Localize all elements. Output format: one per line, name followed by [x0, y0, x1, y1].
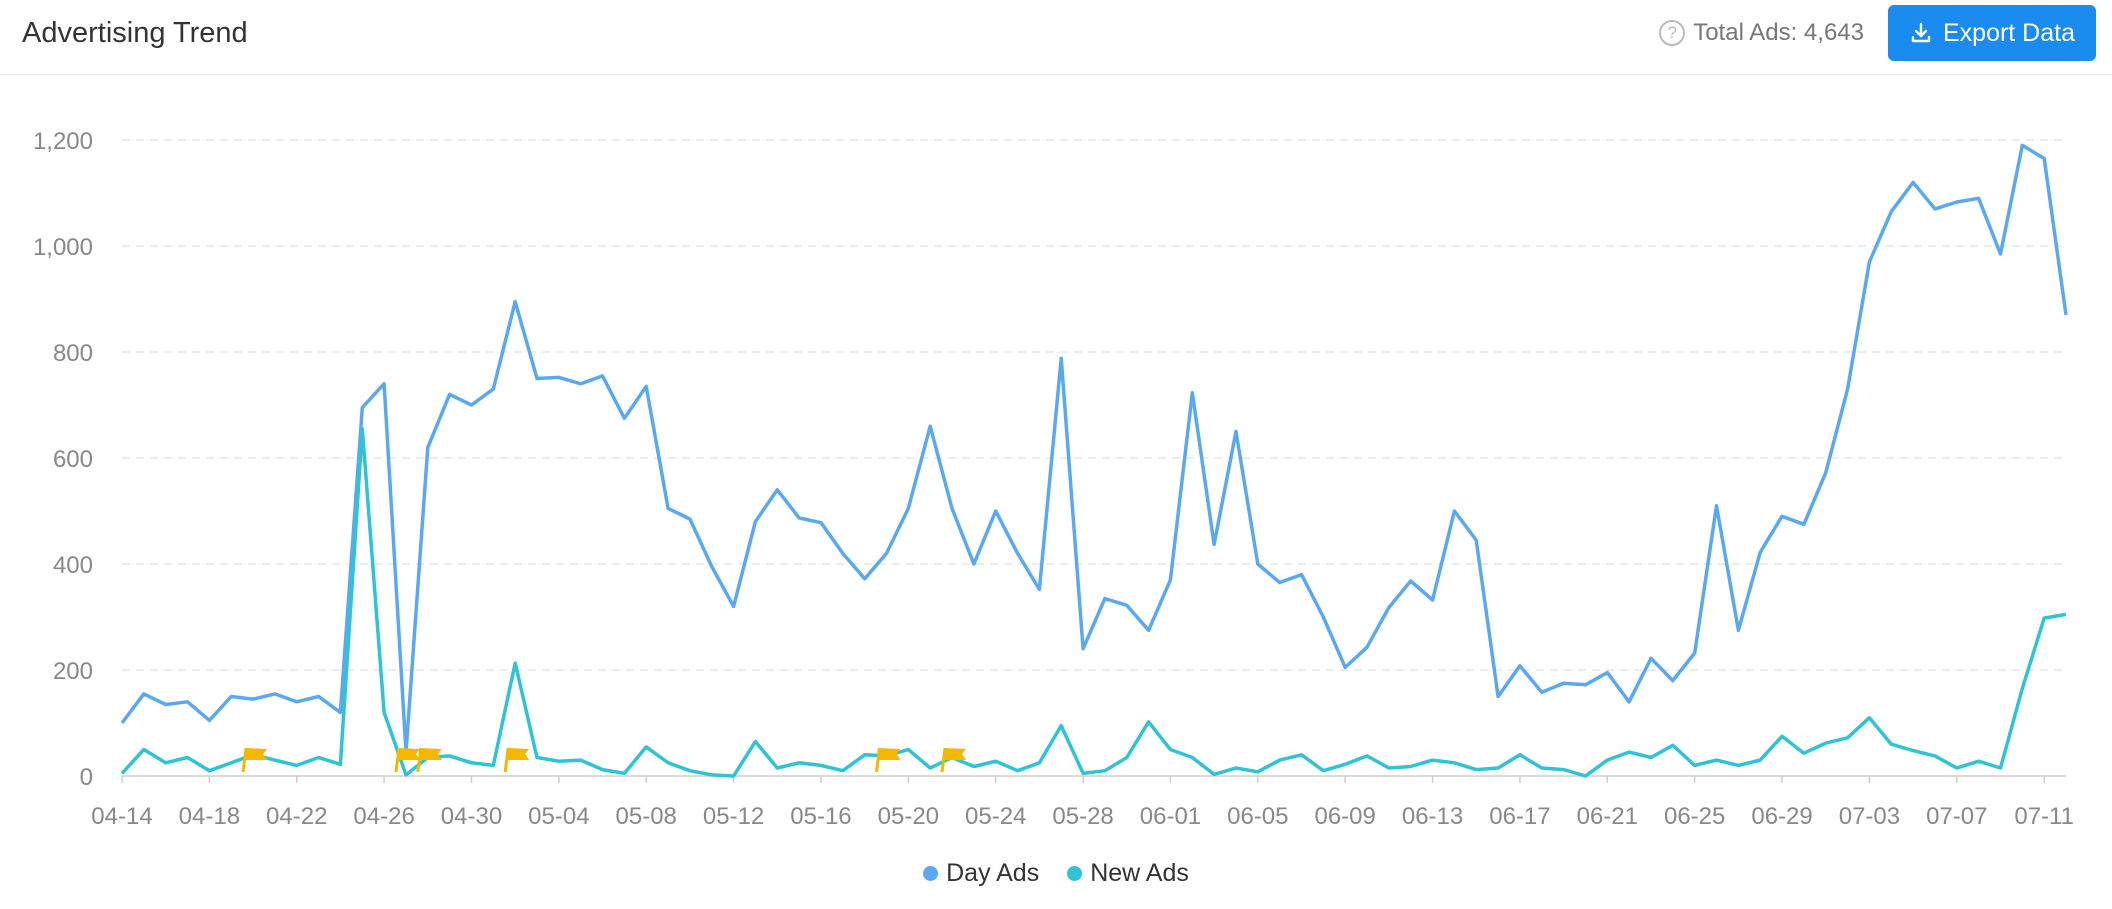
x-tick-label: 04-30	[441, 803, 502, 830]
legend-label: New Ads	[1090, 859, 1189, 887]
x-tick-label: 06-21	[1577, 803, 1638, 830]
x-tick-label: 04-14	[91, 803, 152, 830]
x-tick-label: 05-24	[965, 803, 1026, 830]
y-tick-label: 600	[53, 446, 93, 473]
x-tick-label: 04-22	[266, 803, 327, 830]
y-tick-label: 0	[80, 764, 93, 791]
x-tick-label: 05-28	[1052, 803, 1113, 830]
total-ads: ? Total Ads: 4,643	[1659, 19, 1864, 47]
y-tick-label: 1,200	[33, 128, 93, 155]
flag-annotation-icon[interactable]	[875, 747, 901, 773]
flag-annotation-icon[interactable]	[503, 747, 530, 773]
y-tick-label: 400	[53, 552, 93, 579]
advertising-trend-chart: 0 200 400 600 800 1,000 1,200 04-14 04-18 04-22 04…	[33, 128, 2074, 830]
y-tick-label: 200	[53, 658, 93, 685]
x-tick-label: 06-01	[1140, 803, 1201, 830]
flag-annotation-icon[interactable]	[394, 747, 420, 773]
x-tick-label: 06-05	[1227, 803, 1288, 830]
export-data-button[interactable]: Export Data	[1888, 5, 2096, 61]
chart-legend: Day Ads New Ads	[0, 859, 2112, 888]
chart-header: Advertising Trend ? Total Ads: 4,643 Exp…	[0, 0, 2112, 75]
series-line-new-ads	[120, 427, 2067, 778]
x-tick-label: 07-11	[2014, 803, 2074, 830]
x-tick-label: 05-20	[878, 803, 939, 830]
x-tick-label: 06-09	[1314, 803, 1375, 830]
flag-annotation-icon[interactable]	[416, 747, 442, 773]
y-tick-label: 1,000	[33, 234, 93, 261]
legend-item-new-ads[interactable]: New Ads	[1067, 859, 1189, 888]
legend-marker	[923, 866, 939, 881]
x-tick-label: 06-29	[1751, 803, 1812, 830]
flag-annotation-icon[interactable]	[940, 747, 967, 773]
download-icon	[1911, 22, 1931, 43]
x-tick-label: 06-13	[1402, 803, 1463, 830]
legend-label: Day Ads	[946, 859, 1040, 887]
y-tick-label: 800	[53, 340, 93, 367]
legend-marker	[1067, 866, 1083, 881]
x-tick-label: 05-12	[703, 803, 764, 830]
total-ads-label: Total Ads: 4,643	[1693, 19, 1864, 46]
x-tick-label: 07-07	[1926, 803, 1987, 830]
x-tick-label: 05-04	[528, 803, 589, 830]
x-tick-label: 04-18	[179, 803, 240, 830]
series-line-day-ads	[120, 143, 2068, 754]
x-tick-label: 06-17	[1489, 803, 1550, 830]
x-tick-label: 04-26	[353, 803, 414, 830]
flag-annotation-icon[interactable]	[241, 747, 268, 773]
legend-item-day-ads[interactable]: Day Ads	[923, 859, 1039, 888]
export-data-label: Export Data	[1942, 18, 2075, 47]
x-tick-label: 05-16	[790, 803, 851, 830]
x-tick-label: 05-08	[616, 803, 677, 830]
chart-title: Advertising Trend	[22, 17, 248, 49]
x-tick-label: 07-03	[1839, 803, 1900, 830]
x-tick-label: 06-25	[1664, 803, 1725, 830]
question-circle-icon[interactable]: ?	[1659, 20, 1686, 46]
